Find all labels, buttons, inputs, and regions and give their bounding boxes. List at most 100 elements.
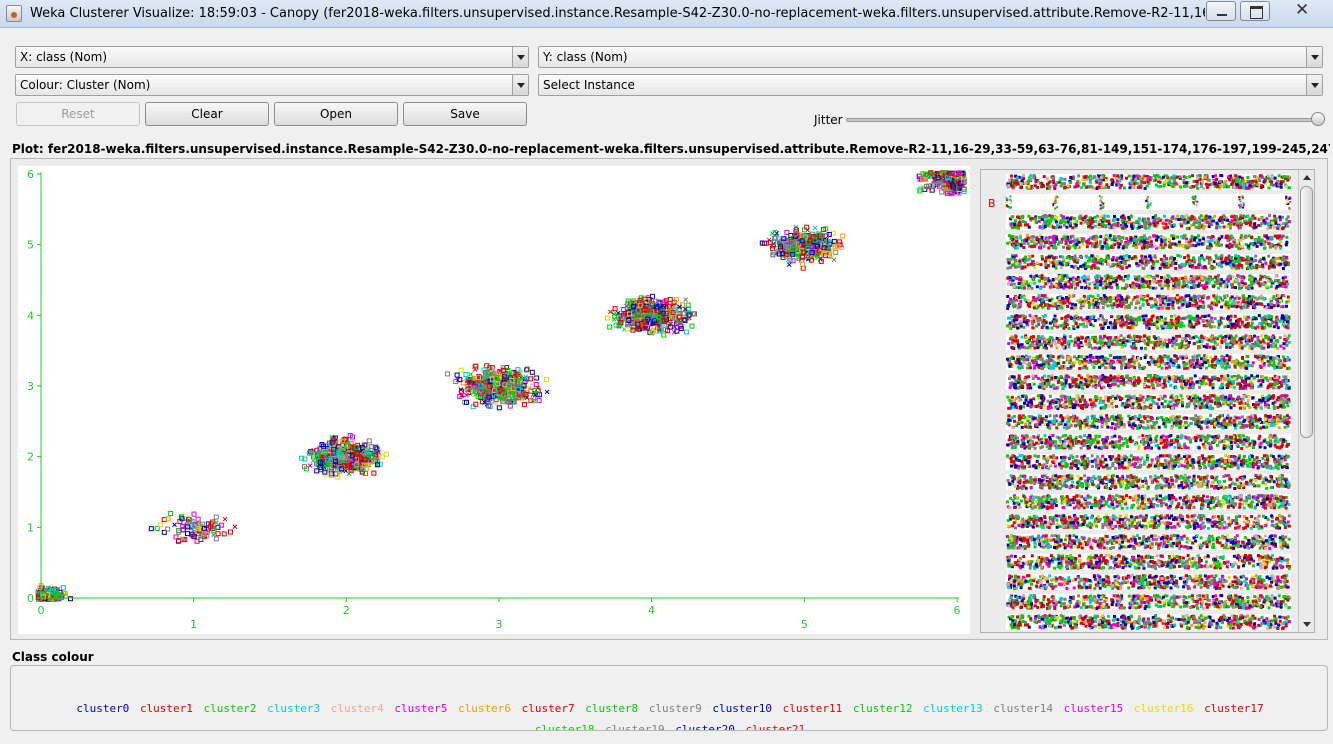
data-point[interactable]	[228, 529, 233, 535]
data-point[interactable]	[826, 232, 832, 237]
data-point[interactable]	[800, 248, 806, 254]
data-point[interactable]	[544, 377, 549, 383]
data-point[interactable]	[208, 523, 214, 529]
data-point[interactable]	[310, 458, 316, 463]
data-point[interactable]	[781, 236, 787, 242]
data-point[interactable]	[652, 318, 658, 324]
data-point[interactable]	[682, 306, 688, 312]
data-point[interactable]	[544, 389, 550, 395]
data-point[interactable]	[536, 397, 542, 403]
data-point[interactable]	[671, 329, 677, 335]
data-point[interactable]	[949, 182, 955, 188]
data-point[interactable]	[350, 444, 356, 450]
data-point[interactable]	[464, 399, 469, 405]
data-point[interactable]	[371, 458, 377, 464]
data-point[interactable]	[763, 240, 769, 246]
data-point[interactable]	[944, 190, 950, 196]
data-point[interactable]	[638, 295, 644, 301]
clear-button[interactable]: Clear	[145, 102, 269, 126]
data-point[interactable]	[366, 438, 372, 444]
data-point[interactable]	[333, 459, 338, 465]
data-point[interactable]	[375, 462, 381, 468]
data-point[interactable]	[472, 364, 478, 370]
data-point[interactable]	[457, 377, 463, 383]
data-point[interactable]	[491, 366, 497, 372]
data-point[interactable]	[833, 249, 839, 255]
data-point[interactable]	[605, 315, 610, 321]
data-point[interactable]	[369, 454, 375, 460]
data-point[interactable]	[635, 307, 641, 313]
data-point[interactable]	[650, 301, 655, 307]
data-point[interactable]	[661, 319, 667, 324]
data-point[interactable]	[941, 184, 947, 190]
data-point[interactable]	[195, 516, 201, 522]
data-point[interactable]	[498, 387, 504, 393]
data-point[interactable]	[800, 265, 806, 271]
data-point[interactable]	[674, 322, 680, 328]
data-point[interactable]	[502, 382, 508, 388]
data-point[interactable]	[374, 446, 380, 452]
data-point[interactable]	[802, 234, 808, 240]
data-point[interactable]	[486, 394, 492, 400]
data-point[interactable]	[643, 299, 649, 305]
data-point[interactable]	[191, 523, 197, 529]
data-point[interactable]	[825, 251, 831, 257]
data-point[interactable]	[172, 522, 177, 528]
data-point[interactable]	[353, 444, 359, 450]
data-point[interactable]	[925, 183, 931, 189]
data-point[interactable]	[661, 332, 667, 338]
data-point[interactable]	[917, 176, 923, 182]
data-point[interactable]	[54, 592, 60, 598]
data-point[interactable]	[328, 455, 333, 461]
data-point[interactable]	[501, 368, 506, 374]
data-point[interactable]	[180, 524, 186, 529]
data-point[interactable]	[517, 381, 523, 387]
data-point[interactable]	[362, 442, 368, 448]
data-point[interactable]	[211, 532, 216, 538]
data-point[interactable]	[484, 363, 490, 369]
data-point[interactable]	[515, 387, 521, 393]
data-point[interactable]	[68, 596, 73, 602]
data-point[interactable]	[179, 516, 185, 522]
data-point[interactable]	[497, 390, 503, 396]
data-point[interactable]	[677, 304, 683, 310]
data-point[interactable]	[630, 327, 636, 333]
data-point[interactable]	[355, 451, 361, 457]
data-point[interactable]	[929, 188, 935, 194]
data-point[interactable]	[302, 464, 307, 470]
data-point[interactable]	[663, 298, 669, 304]
attribute-bar[interactable]	[1006, 234, 1291, 250]
jitter-slider-thumb[interactable]	[1311, 112, 1325, 126]
data-point[interactable]	[923, 176, 929, 182]
data-point[interactable]	[956, 191, 962, 196]
data-point[interactable]	[493, 379, 499, 385]
data-point[interactable]	[630, 312, 636, 318]
data-point[interactable]	[814, 250, 820, 256]
data-point[interactable]	[490, 393, 496, 399]
data-point[interactable]	[934, 170, 940, 176]
data-point[interactable]	[322, 463, 328, 468]
data-point[interactable]	[371, 470, 377, 476]
data-point[interactable]	[41, 591, 47, 597]
data-point[interactable]	[786, 262, 792, 268]
data-point[interactable]	[826, 244, 832, 249]
data-point[interactable]	[653, 304, 659, 310]
data-point[interactable]	[917, 188, 923, 194]
data-point[interactable]	[473, 386, 479, 392]
data-point[interactable]	[947, 170, 953, 176]
attribute-bar[interactable]	[1006, 254, 1291, 270]
data-point[interactable]	[359, 469, 365, 475]
data-point[interactable]	[509, 392, 515, 398]
data-point[interactable]	[634, 327, 640, 333]
data-point[interactable]	[823, 226, 829, 232]
data-point[interactable]	[809, 244, 815, 250]
close-button[interactable]: ✕	[1275, 0, 1327, 21]
data-point[interactable]	[625, 298, 631, 304]
data-point[interactable]	[822, 237, 827, 242]
data-point[interactable]	[801, 249, 807, 255]
data-point[interactable]	[463, 372, 469, 378]
data-point[interactable]	[785, 257, 791, 263]
data-point[interactable]	[191, 511, 197, 517]
data-point[interactable]	[621, 312, 627, 317]
